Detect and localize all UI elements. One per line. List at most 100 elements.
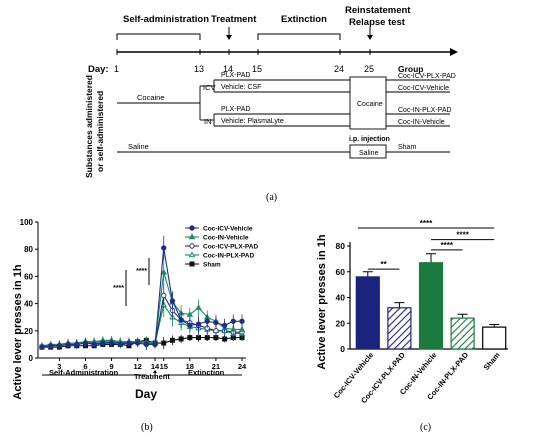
y-axis-label: Active lever presses in 1h [316,234,328,369]
side-label: Substances administered [84,75,94,178]
panel-label-b: (b) [141,422,153,433]
day-label: Day: [88,64,109,75]
significance-label: **** [456,231,469,240]
y-tick-label: 40 [336,293,346,303]
schematic-panel: Self-administration Treatment Extinction… [84,5,458,203]
phase-extinction: Extinction [281,14,327,25]
x-tick-label: 9 [109,362,113,371]
y-tick-label: 60 [24,272,33,281]
x-tick-label: 6 [83,362,87,371]
legend-label: Sham [203,262,221,269]
x-tick-label: 24 [238,362,247,371]
plx-pad-in-label: PLX-PAD [221,106,250,113]
side-label: or self-administered [95,91,105,172]
bar-Sham [482,326,507,350]
icv-label: ICV [203,83,216,92]
in-label: IN [204,117,212,126]
data-point [82,340,89,346]
bar-chart: Active lever presses in 1h (c) 0 20 40 60 80… [316,219,508,433]
x-tick-label: 3 [57,362,61,371]
data-point [152,341,158,348]
day-tick: 1 [114,64,119,74]
phase-self-admin: Self-administration [123,14,209,25]
data-point [161,292,167,299]
data-point [135,340,141,346]
data-point [56,343,63,349]
data-point [91,341,97,348]
group-header: Group [398,64,424,74]
day-tick: 25 [364,64,374,74]
treatment-arrowhead [153,370,158,373]
data-point [230,318,236,324]
data-point [230,325,237,332]
legend-marker [189,261,195,267]
data-point [143,341,149,348]
bar-Coc-IN-PLX-PAD [450,317,475,350]
series-line-Coc-ICV-PLX-PAD [41,293,242,348]
group-label: Sham [398,144,416,151]
y-tick-label: 0 [340,344,345,354]
significance-label: **** [420,219,433,228]
y-tick-label: 20 [336,318,346,328]
significance-label: **** [136,268,147,275]
phase-relapse-test: Relapse test [349,17,406,28]
line-chart: Active lever presses in 1h Day Self-Admi… [12,218,258,433]
cocaine-label: Cocaine [137,93,165,102]
y-tick-label: 20 [24,327,33,336]
data-point [160,268,167,275]
y-tick-label: 40 [24,300,33,309]
legend-label: Coc-ICV-PLX-PAD [203,244,258,251]
data-point [169,337,175,343]
y-tick-label: 80 [24,245,33,254]
phase-reinstatement: Reinstatement [345,5,411,16]
bar-Coc-ICV-PLX-PAD [387,307,412,350]
legend-marker [188,233,196,240]
legend-label: Coc-ICV-Vehicle [203,226,253,233]
phase-label-self-admin: Self-Administration [49,368,119,377]
ip-injection-label: i.p. injection [349,136,390,143]
x-tick-label: 21 [212,362,220,371]
x-tick-label: 18 [186,362,194,371]
phase-label-extinction: Extinction [188,368,225,377]
day-tick: 13 [194,64,204,74]
data-point [186,310,193,317]
data-point [39,344,45,350]
data-point [161,245,167,251]
y-tick-label: 0 [29,354,34,363]
data-point [195,304,202,310]
data-point [117,341,123,348]
data-point [100,340,106,346]
saline-label: Saline [128,142,149,151]
data-point [221,322,228,329]
data-point [178,317,184,323]
phase-label-treatment: Treatment [134,372,170,381]
vehicle-plasmalyte-label: Vehicle: PlasmaLyte [221,118,284,125]
treatment-arrow [226,35,232,40]
x-tick-label: 15 [160,362,168,371]
y-axis-label: Active lever presses in 1h [12,264,24,399]
legend-label: Coc-IN-Vehicle [203,235,249,242]
box-saline: Saline [359,150,379,157]
group-label: Coc-ICV-PLX-PAD [398,73,456,80]
x-axis-label: Day [135,387,157,401]
data-point [195,321,202,327]
significance-label: **** [441,241,454,250]
group-label: Coc-IN-Vehicle [398,119,445,126]
y-tick-label: 60 [336,267,346,277]
x-tick-label: 14 [151,362,160,371]
legend-marker [189,243,195,249]
data-point [239,318,245,324]
data-point [74,341,80,348]
box-cocaine: Cocaine [357,101,383,108]
data-point [48,343,54,349]
legend-label: Coc-IN-PLX-PAD [203,253,254,260]
day-tick: 14 [223,64,233,74]
panel-label-a: (a) [266,192,277,203]
data-point [213,319,219,326]
data-point [238,325,246,332]
y-tick-label: 100 [20,218,34,227]
significance-label: ** [380,260,387,269]
series-line-Coc-IN-Vehicle [42,272,242,347]
group-label: Coc-ICV-Vehicle [398,85,449,92]
bar-Coc-IN-Vehicle [418,262,444,350]
